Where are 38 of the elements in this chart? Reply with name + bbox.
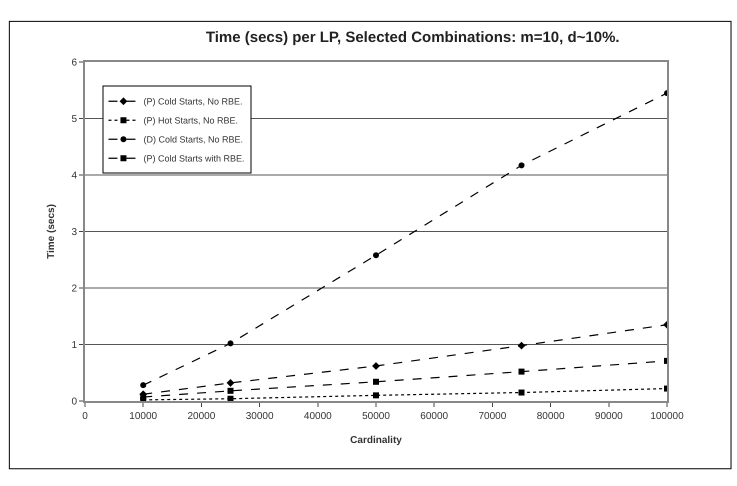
point (518, 390, 524, 396)
chart-title: Time (secs) per LP, Selected Combinations: m=10, d~10%. (206, 29, 620, 46)
point (373, 378, 379, 385)
legend-label: (P) Cold Starts, No RBE. (143, 96, 242, 107)
point (373, 252, 379, 258)
point (228, 396, 234, 401)
y-tick-label: 5 (71, 114, 78, 125)
x-tick-label: 40000 (304, 411, 332, 422)
x-tick-label: 50000 (362, 411, 390, 422)
x-tick-label: 100000 (650, 411, 684, 422)
x-tick-label: 20000 (187, 411, 216, 422)
x-axis-title: Cardinality (350, 435, 402, 446)
legend-label: (P) Hot Starts, No RBE. (143, 116, 238, 126)
point (228, 388, 234, 394)
point (518, 368, 524, 375)
point (518, 342, 526, 350)
x-tick-label: 30000 (246, 411, 274, 422)
x-tick-label: 90000 (594, 411, 624, 422)
y-tick-label: 3 (71, 227, 78, 238)
y-tick-label: 2 (71, 284, 78, 294)
x-tick-label: 0 (82, 411, 88, 422)
point (372, 362, 380, 370)
point (226, 379, 234, 387)
x-tick-label: 10000 (129, 411, 158, 422)
y-tick-label: 6 (71, 58, 78, 68)
y-tick-label: 0 (71, 396, 78, 408)
point (140, 382, 146, 388)
x-tick-label: 80000 (536, 411, 565, 422)
point (373, 392, 379, 398)
legend-label: (P) Cold Starts with RBE. (143, 154, 244, 164)
y-tick-label: 1 (71, 340, 78, 351)
y-tick-label: 4 (71, 170, 78, 182)
x-tick-label: 70000 (478, 411, 507, 422)
legend-label: (D) Cold Starts, No RBE. (143, 134, 243, 145)
point (518, 162, 524, 168)
point (228, 340, 234, 346)
x-tick-label: 60000 (420, 411, 449, 422)
y-axis-title: Time (secs) (46, 204, 57, 259)
